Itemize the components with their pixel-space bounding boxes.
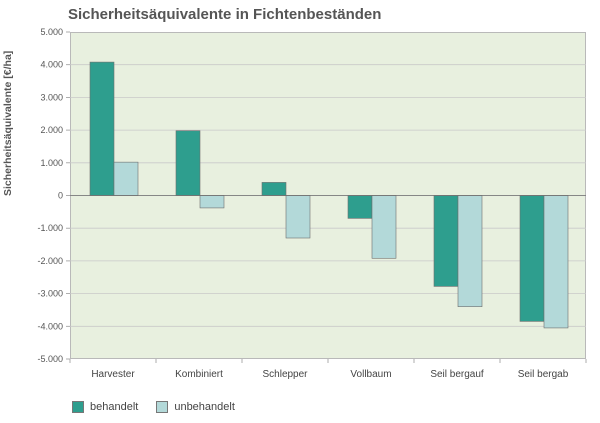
y-tick-label: 5.000 (40, 27, 63, 37)
chart-title: Sicherheitsäquivalente in Fichtenbeständ… (68, 6, 382, 23)
x-tick-label: Vollbaum (350, 369, 391, 380)
legend-label-behandelt: behandelt (90, 401, 139, 413)
bar-behandelt (519, 195, 545, 322)
legend-item-unbehandelt: unbehandelt (156, 401, 235, 413)
bar-behandelt (89, 61, 115, 196)
bar-unbehandelt (457, 195, 483, 307)
bar-behandelt (433, 195, 459, 287)
y-tick-label: 3.000 (40, 92, 63, 102)
x-tick-label: Schlepper (262, 369, 308, 380)
x-tick-label: Seil bergauf (430, 369, 484, 380)
y-tick-label: -4.000 (37, 321, 63, 331)
y-tick-label: -5.000 (37, 354, 63, 364)
legend-label-unbehandelt: unbehandelt (174, 401, 235, 413)
bar-unbehandelt (199, 195, 225, 209)
bar-unbehandelt (113, 161, 139, 196)
y-tick-label: 4.000 (40, 60, 63, 70)
y-tick-label: -3.000 (37, 289, 63, 299)
legend-swatch-unbehandelt (156, 401, 169, 413)
bar-behandelt (261, 182, 287, 196)
x-tick-label: Seil bergab (518, 369, 569, 380)
bar-unbehandelt (371, 195, 397, 259)
y-tick-label: 0 (58, 191, 63, 201)
bar-unbehandelt (543, 195, 569, 329)
bar-behandelt (347, 195, 373, 219)
y-tick-label: 1.000 (40, 158, 63, 168)
legend-swatch-behandelt (72, 401, 84, 413)
y-tick-label: 2.000 (40, 125, 63, 135)
y-tick-label: -1.000 (37, 223, 63, 233)
bar-behandelt (175, 130, 201, 196)
x-tick-label: Kombiniert (175, 369, 223, 380)
y-tick-label: -2.000 (37, 256, 63, 266)
x-tick-label: Harvester (91, 369, 135, 380)
legend-item-behandelt: behandelt (72, 401, 138, 413)
legend: behandelt unbehandelt (72, 401, 253, 413)
bar-unbehandelt (285, 195, 311, 239)
